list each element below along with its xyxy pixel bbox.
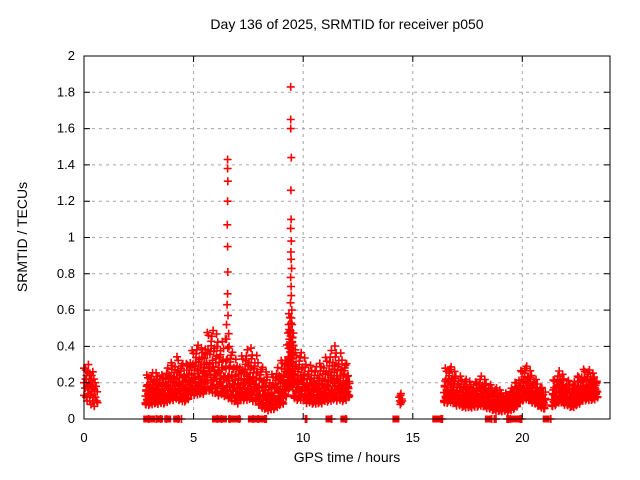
y-axis-label: SRMTID / TECUs bbox=[14, 181, 30, 293]
x-axis-label: GPS time / hours bbox=[293, 449, 401, 465]
scatter-points bbox=[80, 82, 602, 423]
y-tick-label: 0 bbox=[68, 411, 75, 426]
y-tick-label: 1.2 bbox=[57, 193, 75, 208]
y-tick-label: 1.8 bbox=[57, 84, 75, 99]
y-tick-label: 0.2 bbox=[57, 375, 75, 390]
y-tick-label: 0.4 bbox=[57, 338, 75, 353]
x-tick-label: 5 bbox=[190, 430, 197, 445]
y-tick-label: 1.6 bbox=[57, 121, 75, 136]
chart-title: Day 136 of 2025, SRMTID for receiver p05… bbox=[210, 16, 484, 32]
y-tick-label: 1.4 bbox=[57, 157, 75, 172]
x-tick-label: 10 bbox=[296, 430, 310, 445]
y-tick-label: 0.6 bbox=[57, 302, 75, 317]
tick-marks bbox=[83, 55, 610, 420]
x-tick-label: 0 bbox=[80, 430, 87, 445]
x-tick-label: 20 bbox=[515, 430, 529, 445]
x-tick-label: 15 bbox=[406, 430, 420, 445]
y-tick-label: 1 bbox=[68, 230, 75, 245]
y-tick-label: 2 bbox=[68, 48, 75, 63]
y-tick-label: 0.8 bbox=[57, 266, 75, 281]
